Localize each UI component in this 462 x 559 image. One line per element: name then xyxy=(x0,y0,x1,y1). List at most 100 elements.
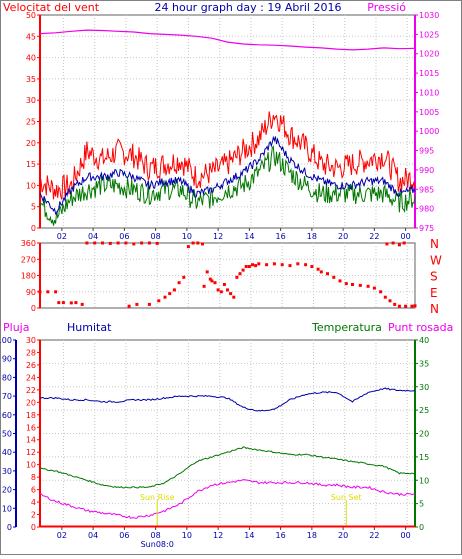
x-tick-label: 20 xyxy=(338,531,348,540)
direction-point xyxy=(316,267,320,271)
humidity-axis: 0 10 20 30 40 50 60 70 80 90 100 xyxy=(0,336,17,532)
humidity-title: Humitat xyxy=(67,321,112,334)
y-tick-label: 10 xyxy=(419,476,429,485)
direction-point xyxy=(385,242,389,246)
x-tick-label: 06 xyxy=(119,531,129,540)
direction-panel-grid xyxy=(40,243,415,308)
x-tick-label: 22 xyxy=(369,531,379,540)
x-tick-label: 22 xyxy=(369,232,379,241)
direction-point xyxy=(201,242,204,246)
y-tick-label: 90 xyxy=(2,355,12,364)
humidity-panel-hour-axis: 02 04 06 08 10 12 14 16 18 20 22 00 xyxy=(57,527,411,540)
direction-point xyxy=(191,241,195,245)
direction-point xyxy=(222,283,226,286)
y-tick-label: 50 xyxy=(26,11,36,20)
direction-point xyxy=(265,263,269,267)
direction-point xyxy=(372,286,376,290)
y-tick-label: 180 xyxy=(21,272,36,281)
y-tick-label: 1005 xyxy=(419,108,439,117)
y-tick-label: 15 xyxy=(26,160,36,169)
direction-point xyxy=(304,263,308,267)
direction-point xyxy=(393,302,397,306)
direction-point xyxy=(46,290,50,294)
direction-point xyxy=(344,282,348,286)
rain-title: Pluja xyxy=(3,321,29,334)
direction-point xyxy=(366,284,370,288)
direction-point xyxy=(163,295,167,299)
direction-point xyxy=(241,268,245,272)
direction-point xyxy=(116,241,120,245)
direction-point xyxy=(69,301,73,305)
y-tick-label: 15 xyxy=(419,453,429,462)
direction-point xyxy=(358,283,362,287)
y-tick-label: 40 xyxy=(2,448,12,457)
compass-label: N xyxy=(430,237,439,251)
direction-point xyxy=(379,290,383,294)
direction-point xyxy=(93,241,97,245)
y-tick-label: 30 xyxy=(26,96,36,105)
direction-point xyxy=(238,272,242,276)
direction-point xyxy=(288,264,292,268)
y-tick-label: 20 xyxy=(26,398,36,407)
wind-panel-hour-axis: 02 04 06 08 10 12 14 16 18 20 22 00 xyxy=(57,228,411,241)
y-tick-label: 5 xyxy=(419,500,424,509)
y-tick-label: 0 xyxy=(7,523,12,532)
y-tick-label: 360 xyxy=(21,239,36,248)
direction-point xyxy=(147,302,151,306)
direction-point xyxy=(61,301,65,305)
direction-point xyxy=(235,275,239,279)
direction-point xyxy=(132,242,136,246)
humidity-series-group xyxy=(39,387,416,519)
y-tick-label: 20 xyxy=(419,430,429,439)
sunrise-time-label: Sun08:0 xyxy=(141,540,174,549)
direction-point xyxy=(57,301,61,305)
y-tick-label: 40 xyxy=(419,336,429,345)
y-tick-label: 2 xyxy=(31,511,36,520)
y-tick-label: 0 xyxy=(31,523,36,532)
direction-point xyxy=(383,295,387,299)
y-tick-label: 1000 xyxy=(419,127,439,136)
y-tick-label: 1020 xyxy=(419,50,439,59)
dewpoint-title: Punt rosada xyxy=(388,321,453,334)
x-tick-label: 10 xyxy=(182,531,192,540)
direction-point xyxy=(388,299,392,303)
y-tick-label: 18 xyxy=(26,411,36,420)
direction-point xyxy=(319,270,323,274)
x-tick-label: 00 xyxy=(401,232,411,241)
y-tick-label: 35 xyxy=(419,359,429,368)
x-tick-label: 10 xyxy=(182,232,192,241)
y-tick-label: 22 xyxy=(26,386,36,395)
y-tick-label: 50 xyxy=(2,430,12,439)
sun-marker-label: Sun Set xyxy=(331,493,362,502)
y-tick-label: 30 xyxy=(26,336,36,345)
direction-point xyxy=(101,241,104,245)
y-tick-label: 1030 xyxy=(419,11,439,20)
humidity-panel-grid xyxy=(40,340,415,527)
direction-point xyxy=(182,275,186,279)
direction-point xyxy=(38,290,42,294)
direction-point xyxy=(296,262,300,266)
direction-point xyxy=(391,241,395,245)
direction-point xyxy=(251,263,254,267)
y-tick-label: 45 xyxy=(26,32,36,41)
y-tick-label: 10 xyxy=(26,461,36,470)
series-pressure xyxy=(39,29,416,51)
y-tick-label: 28 xyxy=(26,348,36,357)
direction-point xyxy=(213,281,217,285)
y-tick-label: 1025 xyxy=(419,30,439,39)
y-tick-label: 270 xyxy=(21,255,36,264)
direction-point xyxy=(124,241,128,245)
x-tick-label: 18 xyxy=(307,531,317,540)
x-tick-label: 04 xyxy=(88,232,98,241)
x-tick-label: 02 xyxy=(57,531,67,540)
compass-label: E xyxy=(430,286,438,300)
direction-point xyxy=(210,279,214,283)
x-tick-label: 04 xyxy=(88,531,98,540)
y-tick-label: 975 xyxy=(419,224,434,233)
x-tick-label: 14 xyxy=(244,531,254,540)
y-tick-label: 40 xyxy=(26,54,36,63)
x-tick-label: 02 xyxy=(57,232,67,241)
direction-point xyxy=(247,265,251,268)
y-tick-label: 980 xyxy=(419,205,434,214)
